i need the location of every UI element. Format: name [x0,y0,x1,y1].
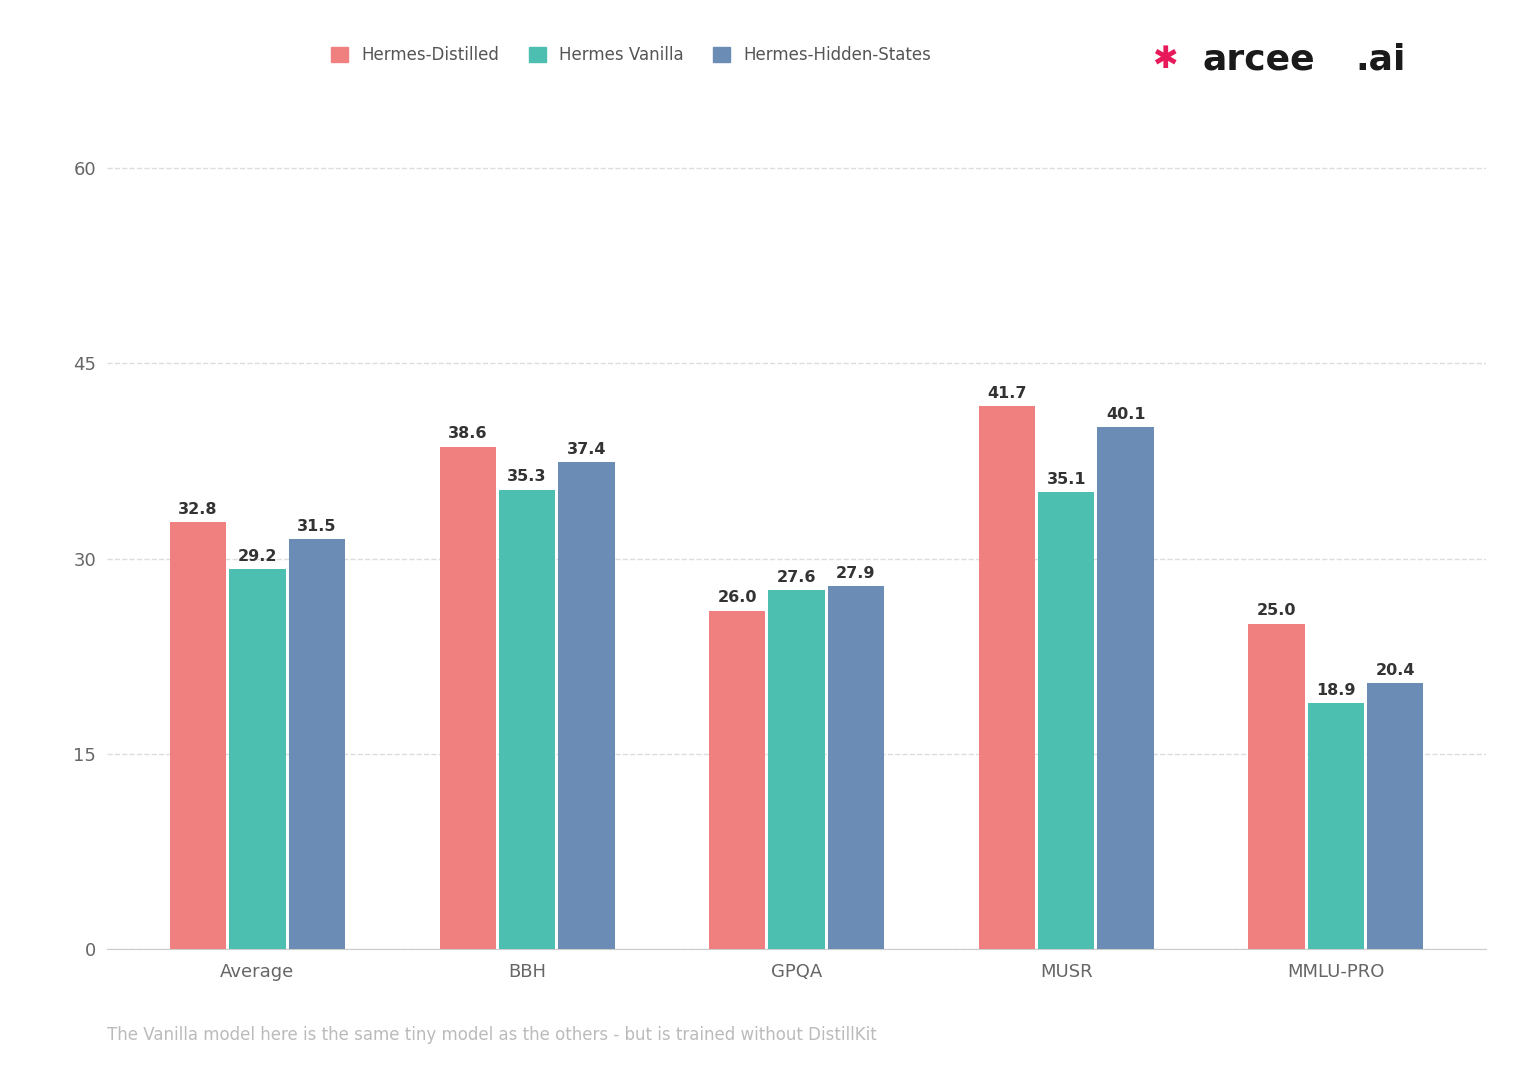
Text: arcee: arcee [1203,42,1316,77]
Bar [499,489,555,949]
Text: ✱: ✱ [1152,45,1177,73]
Text: 18.9: 18.9 [1316,682,1356,697]
Bar [558,462,614,949]
Text: 29.2: 29.2 [237,549,277,564]
Bar [769,590,824,949]
Text: 37.4: 37.4 [567,442,607,457]
Legend: Hermes-Distilled, Hermes Vanilla, Hermes-Hidden-States: Hermes-Distilled, Hermes Vanilla, Hermes… [325,40,938,71]
Text: .ai: .ai [1356,42,1406,77]
Text: 25.0: 25.0 [1256,604,1296,619]
Bar [979,406,1036,949]
Text: 20.4: 20.4 [1376,663,1416,678]
Text: 27.9: 27.9 [836,566,876,581]
Bar [1249,623,1305,949]
Bar [1039,493,1094,949]
Text: 32.8: 32.8 [178,502,218,516]
Text: 31.5: 31.5 [297,519,337,534]
Text: 40.1: 40.1 [1106,407,1146,421]
Bar [1308,703,1363,949]
Bar [230,569,285,949]
Text: 35.3: 35.3 [507,469,547,484]
Text: 35.1: 35.1 [1046,472,1086,487]
Text: 26.0: 26.0 [717,591,757,606]
Bar [440,446,496,949]
Bar [827,585,884,949]
Bar [1097,427,1154,949]
Bar [1367,683,1423,949]
Bar [709,610,766,949]
Text: 38.6: 38.6 [447,427,487,442]
Bar [170,522,227,949]
Bar [288,539,345,949]
Text: 41.7: 41.7 [987,386,1026,401]
Text: The Vanilla model here is the same tiny model as the others - but is trained wit: The Vanilla model here is the same tiny … [107,1026,876,1044]
Text: 27.6: 27.6 [777,569,817,584]
